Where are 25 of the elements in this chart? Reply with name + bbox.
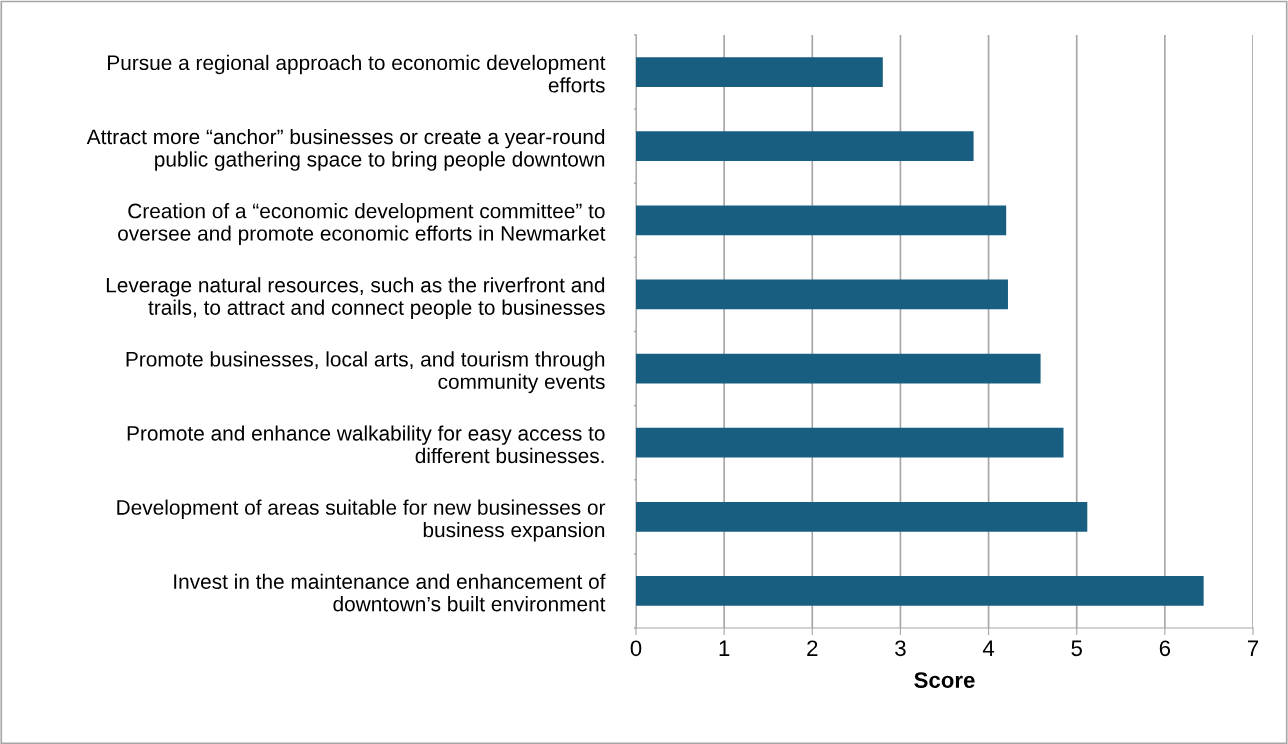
bar [636,427,1064,458]
bar [636,576,1204,606]
y-tick-label: Promote and enhance walkability for easy access to different businesses. [127,425,605,464]
y-tick-label: Creation of a “economic development committee” to oversee and promote economic efforts in Newmarket [118,203,606,245]
x-tick-label: 4 [982,640,995,656]
bar [636,205,1007,236]
bar [636,353,1041,384]
x-tick-label: 3 [895,640,906,657]
x-tick-label: 0 [630,640,642,657]
y-tick-label: Leverage natural resources, such as the riverfront and trails, to attract and connect people to businesses [106,277,605,320]
x-tick-label: 6 [1159,640,1171,657]
bar [636,279,1008,310]
y-tick-label: Development of areas suitable for new businesses or business expansion [117,499,606,542]
x-axis-title: Score [914,672,975,688]
x-tick-label: 1 [719,640,730,656]
y-tick-label: Pursue a regional approach to economic development efforts [108,54,606,93]
y-tick-label: Promote businesses, local arts, and tourism through community events [126,351,605,394]
x-tick-label: 5 [1071,640,1082,657]
y-tick-label: Invest in the maintenance and enhancement of downtown’s built environment [174,573,606,612]
bar [636,131,974,162]
x-tick-label: 7 [1247,640,1259,656]
bar [636,57,883,87]
y-tick-label: Attract more “anchor” businesses or create a year-round public gathering space to bring people downtown [86,128,605,171]
x-tick-label: 2 [807,640,818,656]
bar [636,501,1088,532]
